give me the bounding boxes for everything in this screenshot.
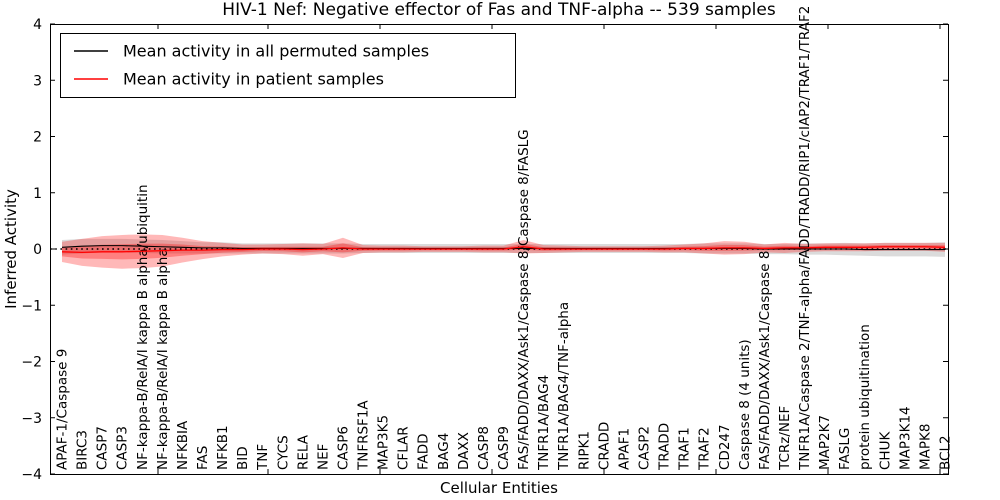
x-tick-label: DAXX [456,432,472,470]
x-tick-label: CASP7 [95,426,111,470]
x-tick-label: RIPK1 [576,431,592,470]
x-tick-label: NF-kappa-B/RelA/I kappa B alpha [155,248,171,470]
x-tick-label: FAS/FADD/DAXX/Ask1/Caspase 8 [757,251,773,470]
x-tick-label: MAP3K14 [897,406,913,470]
x-tick-label: CASP6 [335,426,351,470]
chart-title: HIV-1 Nef: Negative effector of Fas and … [222,0,776,20]
legend: Mean activity in all permuted samples Mea… [60,33,516,98]
x-tick-label: NEF [315,444,331,470]
y-tick-label: 4 [33,17,42,33]
x-tick-label: FADD [416,433,432,470]
x-tick-label: TNFR1A/BAG4 [536,375,552,471]
x-tick-label: CASP2 [636,426,652,470]
x-tick-label: CYCS [275,435,291,470]
x-tick-label: FASLG [837,428,853,470]
x-tick-label: BID [235,446,251,470]
y-tick-label: −4 [21,467,42,483]
y-tick-label: 1 [33,186,42,202]
legend-label: Mean activity in all permuted samples [123,42,429,61]
x-tick-label: CFLAR [396,426,412,470]
x-tick-label: FAS/FADD/DAXX/Ask1/Caspase 8/Caspase 8/F… [516,129,532,470]
x-tick-label: APAF-1/Caspase 9 [55,349,71,470]
x-tick-label: TNFR1A/Caspase 2/TNF-alpha/FADD/TRADD/RI… [797,6,813,471]
x-tick-label: BAG4 [436,433,452,470]
y-axis-label: Inferred Activity [2,189,20,309]
x-tick-label: CRADD [596,422,612,470]
y-tick-label: −3 [21,411,42,427]
x-tick-label: NFKB1 [215,425,231,470]
x-tick-label: NF-kappa-B/RelA/I kappa B alpha/ubiquiti… [135,184,151,470]
patient-std-band [62,234,945,269]
x-tick-label: CHUK [877,431,893,470]
y-tick-label: 0 [33,242,42,258]
x-tick-label: TCRz/NEF [777,406,793,471]
x-tick-label: RELA [295,434,311,470]
x-tick-label: BIRC3 [75,430,91,470]
x-tick-label: CASP9 [496,426,512,470]
legend-label: Mean activity in patient samples [123,70,384,89]
x-tick-label: MAPK8 [917,424,933,470]
legend-box [60,33,516,98]
patient-mean-line [61,246,946,254]
x-tick-label: TRADD [657,423,673,471]
permuted-std-band [62,238,945,257]
x-tick-label: TRAF1 [677,427,693,471]
x-tick-label: Caspase 8 (4 units) [737,339,753,470]
x-tick-label: TNF [255,444,271,471]
y-tick-label: 2 [33,130,42,146]
x-tick-label: BCL2 [938,435,954,470]
x-tick-label: APAF1 [616,428,632,470]
x-tick-label: CASP3 [115,426,131,470]
x-tick-label: protein ubiquitination [857,324,873,470]
x-tick-label: TNFR1A/BAG4/TNF-alpha [556,302,572,471]
x-tick-label: CASP8 [476,426,492,470]
y-tick-label: −1 [21,298,42,314]
x-tick-label: TNFRSF1A [356,400,372,471]
x-tick-label: NFKBIA [175,420,191,470]
x-axis-label: Cellular Entities [440,479,558,497]
x-tick-label: MAP3K5 [376,415,392,470]
x-tick-label: TRAF2 [697,427,713,471]
x-tick-label: CD247 [717,424,733,470]
x-tick-label: MAP2K7 [817,415,833,470]
y-tick-label: −2 [21,355,42,371]
x-tick-label: FAS [195,446,211,470]
y-tick-label: 3 [33,73,42,89]
